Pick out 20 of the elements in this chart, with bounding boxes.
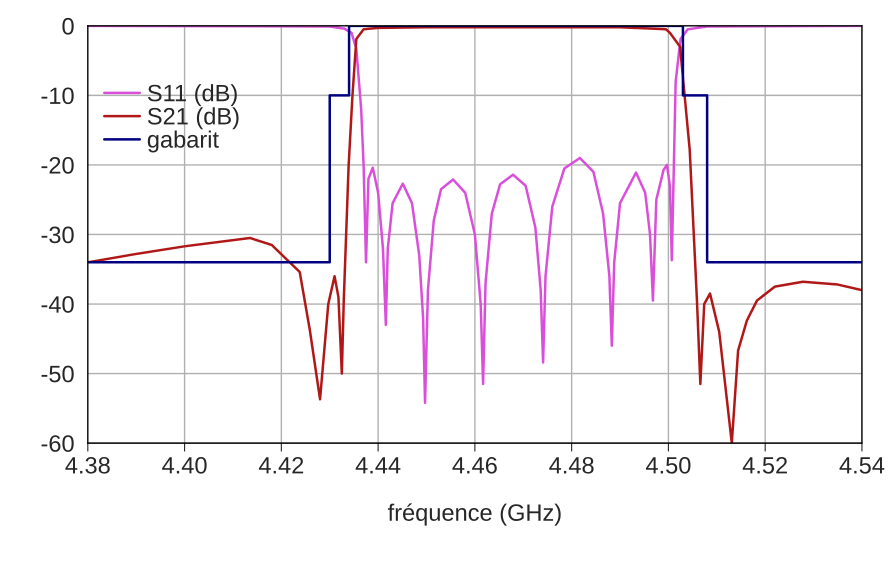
y-tick-label: -10 [42,87,74,104]
x-tick-label: 4.50 [646,456,690,474]
y-tick-label: -40 [42,296,74,313]
x-tick-label: 4.42 [258,456,304,474]
y-tick-label: -30 [42,226,74,244]
legend-label: gabarit [148,130,219,152]
legend-label: S11 (dB) [148,84,237,106]
x-tick-label: 4.40 [162,456,207,474]
x-tick-label: 4.48 [549,456,594,474]
x-tick-label: 4.38 [65,456,110,474]
x-tick-label: 4.46 [452,456,497,474]
legend-label: S21 (dB) [148,107,239,130]
y-tick-label: -50 [42,366,74,382]
y-tick-label: 0 [62,18,74,35]
x-tick-label: 4.52 [742,456,787,474]
y-tick-label: -60 [42,435,74,452]
x-tick-label: 4.44 [356,457,400,474]
x-axis-title: fréquence (GHz) [388,503,561,526]
x-tick-label: 4.54 [840,457,884,474]
y-tick-label: -20 [42,156,74,174]
